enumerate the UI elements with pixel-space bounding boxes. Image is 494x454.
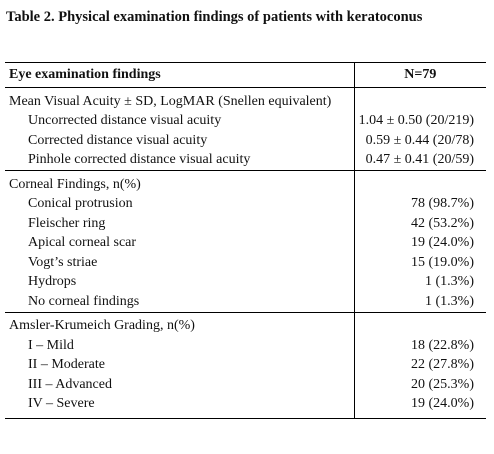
empty-cell (354, 170, 486, 195)
table-body: Mean Visual Acuity ± SD, LogMAR (Snellen… (5, 87, 486, 419)
finding-value: 15 (19.0%) (411, 254, 474, 270)
data-row: IV – Severe 19 (24.0%) (5, 394, 486, 419)
section-heading-row: Corneal Findings, n(%) (5, 170, 486, 195)
finding-label: IV – Severe (5, 394, 355, 419)
section-heading: Mean Visual Acuity ± SD, LogMAR (Snellen… (5, 87, 355, 112)
data-row: Pinhole corrected distance visual acuity… (5, 150, 486, 171)
data-row: Vogt’s striae 15 (19.0%) (5, 253, 486, 273)
finding-value: 19 (24.0%) (411, 235, 474, 251)
findings-table: Eye examination findings N=79 Mean Visua… (5, 62, 486, 419)
finding-value: 20 (25.3%) (411, 376, 474, 392)
finding-label: Corrected distance visual acuity (5, 131, 355, 151)
data-row: Apical corneal scar 19 (24.0%) (5, 233, 486, 253)
finding-value: 1 (1.3%) (425, 274, 474, 290)
finding-label: I – Mild (5, 336, 355, 356)
header-row: Eye examination findings N=79 (5, 62, 486, 88)
empty-cell (354, 88, 486, 112)
finding-value: 0.47 ± 0.41 (20/59) (365, 152, 474, 168)
finding-label: Uncorrected distance visual acuity (5, 111, 355, 131)
data-row: Uncorrected distance visual acuity 1.04 ±… (5, 111, 486, 131)
table-title: Table 2. Physical examination findings o… (6, 9, 423, 25)
data-row: No corneal findings 1 (1.3%) (5, 292, 486, 312)
finding-value: 19 (24.0%) (354, 394, 486, 419)
section-heading: Corneal Findings, n(%) (5, 170, 355, 195)
header-cell: Eye examination findings (5, 62, 355, 88)
finding-value: 18 (22.8%) (411, 337, 474, 353)
finding-label: No corneal findings (5, 292, 355, 312)
finding-label: Fleischer ring (5, 214, 355, 234)
finding-value: 42 (53.2%) (411, 215, 474, 231)
header-cell: N=79 (354, 62, 486, 88)
data-row: II – Moderate 22 (27.8%) (5, 355, 486, 375)
section-heading-row: Amsler-Krumeich Grading, n(%) (5, 311, 486, 336)
section-heading: Amsler-Krumeich Grading, n(%) (5, 311, 355, 336)
finding-value: 22 (27.8%) (411, 357, 474, 373)
data-row: Conical protrusion 78 (98.7%) (5, 194, 486, 214)
finding-value: 0.59 ± 0.44 (20/78) (365, 132, 474, 148)
section-heading-row: Mean Visual Acuity ± SD, LogMAR (Snellen… (5, 87, 486, 112)
empty-cell (354, 311, 486, 336)
finding-label: Conical protrusion (5, 194, 355, 214)
data-row: III – Advanced 20 (25.3%) (5, 375, 486, 395)
finding-label: Apical corneal scar (5, 233, 355, 253)
finding-label: Vogt’s striae (5, 253, 355, 273)
data-row: Corrected distance visual acuity 0.59 ± 0… (5, 131, 486, 151)
data-row: Fleischer ring 42 (53.2%) (5, 214, 486, 234)
finding-value: 1 (1.3%) (425, 293, 474, 309)
finding-label: Pinhole corrected distance visual acuity (5, 150, 355, 171)
data-row: Hydrops 1 (1.3%) (5, 272, 486, 292)
data-row: I – Mild 18 (22.8%) (5, 336, 486, 356)
finding-label: III – Advanced (5, 375, 355, 395)
finding-value: 78 (98.7%) (411, 196, 474, 212)
finding-label: II – Moderate (5, 355, 355, 375)
finding-label: Hydrops (5, 272, 355, 292)
finding-value: 1.04 ± 0.50 (20/219) (358, 113, 474, 129)
